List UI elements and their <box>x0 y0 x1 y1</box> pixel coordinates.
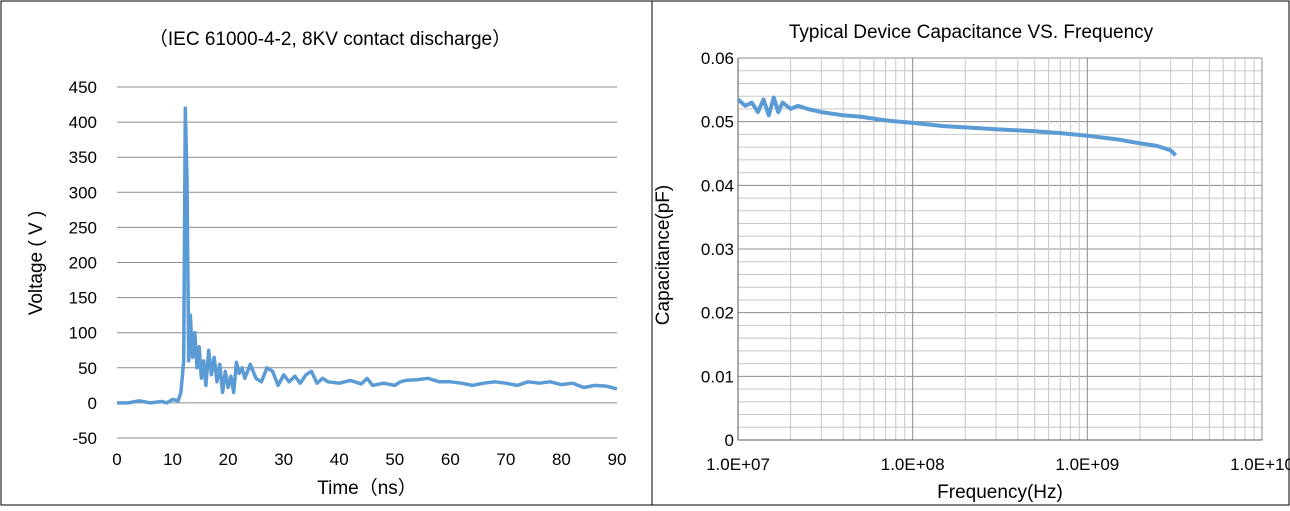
gridlines <box>117 86 617 439</box>
x-tick-labels: 1.0E+07 1.0E+08 1.0E+09 1.0E+10 <box>706 455 1290 474</box>
x-tick-label: 90 <box>608 450 627 469</box>
x-tick-label: 60 <box>441 450 460 469</box>
x-axis-label: Time（ns） <box>317 477 417 499</box>
y-axis-label: Voltage ( V ) <box>26 211 47 316</box>
y-tick-label: 0.03 <box>701 240 734 259</box>
chart-title: （IEC 61000-4-2, 8KV contact discharge） <box>149 28 511 50</box>
y-tick-label: 200 <box>69 254 97 273</box>
y-tick-label: 0.05 <box>701 113 734 132</box>
esd-voltage-chart: （IEC 61000-4-2, 8KV contact discharge） V… <box>26 28 626 499</box>
x-tick-labels: 0 10 20 30 40 50 60 70 80 90 <box>112 450 626 469</box>
x-axis-label: Frequency(Hz) <box>937 482 1063 503</box>
y-tick-label: 450 <box>69 78 97 97</box>
y-tick-label: 50 <box>78 359 97 378</box>
chart-title: Typical Device Capacitance VS. Frequency <box>789 22 1154 43</box>
data-series <box>736 95 1178 157</box>
x-tick-label: 50 <box>385 450 404 469</box>
y-tick-label: 250 <box>69 218 97 237</box>
y-tick-label: 400 <box>69 113 97 132</box>
y-axis-label: Capacitance(pF) <box>653 185 674 325</box>
y-tick-label: 350 <box>69 148 97 167</box>
x-tick-label: 70 <box>496 450 515 469</box>
x-tick-label: 0 <box>112 450 121 469</box>
y-tick-label: 0 <box>88 394 97 413</box>
x-tick-label: 1.0E+08 <box>881 455 945 474</box>
x-tick-label: 40 <box>330 450 349 469</box>
x-tick-label: 20 <box>219 450 238 469</box>
y-tick-labels: 450 400 350 300 250 200 150 100 50 0 -50 <box>69 78 97 448</box>
x-tick-label: 1.0E+09 <box>1055 455 1119 474</box>
y-tick-label: -50 <box>72 429 97 448</box>
y-tick-label: 0.01 <box>701 367 734 386</box>
gridlines <box>737 57 1263 441</box>
capacitance-chart: Typical Device Capacitance VS. Frequency… <box>653 22 1290 503</box>
capacitance-series-line <box>736 95 1178 157</box>
y-tick-label: 0.04 <box>701 176 734 195</box>
y-tick-label: 0 <box>725 431 734 450</box>
x-tick-label: 80 <box>552 450 571 469</box>
x-tick-label: 10 <box>163 450 182 469</box>
y-tick-label: 300 <box>69 183 97 202</box>
x-tick-label: 1.0E+10 <box>1230 455 1290 474</box>
voltage-series-line <box>117 106 618 405</box>
y-tick-label: 0.06 <box>701 49 734 68</box>
y-tick-label: 0.02 <box>701 304 734 323</box>
y-tick-label: 100 <box>69 324 97 343</box>
x-tick-label: 1.0E+07 <box>706 455 770 474</box>
y-tick-labels: 0.06 0.05 0.04 0.03 0.02 0.01 0 <box>701 49 734 450</box>
x-tick-label: 30 <box>274 450 293 469</box>
y-tick-label: 150 <box>69 289 97 308</box>
data-series <box>117 106 618 405</box>
